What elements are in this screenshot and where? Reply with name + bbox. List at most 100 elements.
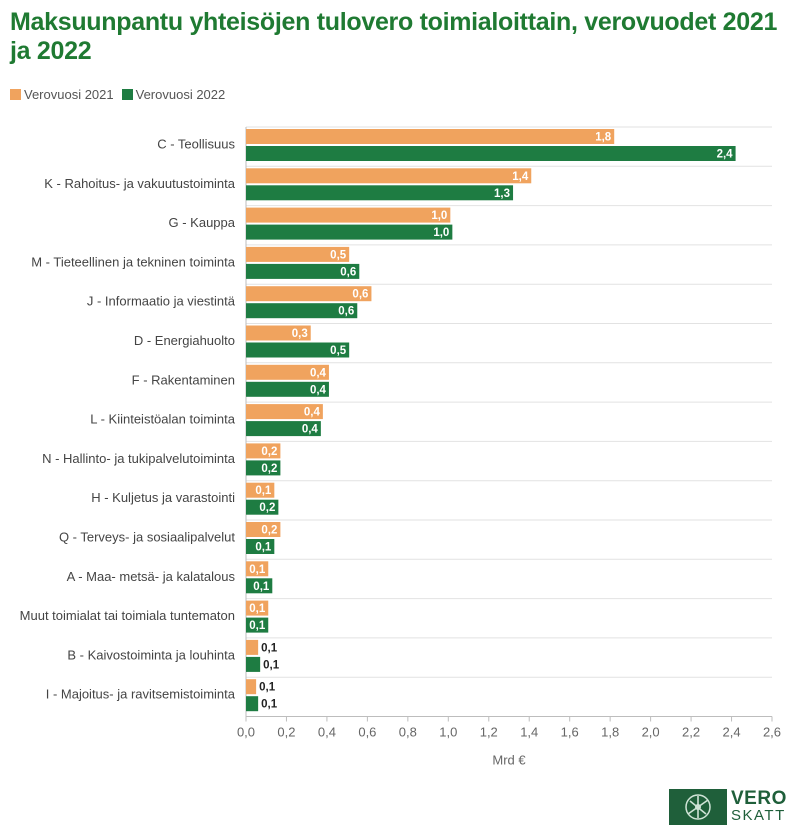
bar-2022 [246, 381, 329, 397]
bar-2021 [246, 443, 281, 459]
category-label: M - Tieteellinen ja tekninen toiminta [31, 254, 236, 269]
data-label-2021: 0,1 [249, 603, 266, 615]
x-tick-label: 1,2 [480, 725, 498, 740]
chart-title: Maksuunpantu yhteisöjen tulovero toimial… [10, 8, 778, 65]
legend-swatch-2021 [10, 89, 21, 100]
data-label-2021: 0,2 [261, 446, 277, 458]
bar-2022 [246, 460, 281, 476]
x-tick-label: 1,8 [601, 725, 619, 740]
bar-2022 [246, 342, 350, 358]
legend-item-2022[interactable]: Verovuosi 2022 [121, 87, 225, 102]
x-tick-label: 0,8 [399, 725, 417, 740]
data-label-2021: 0,6 [352, 289, 368, 301]
data-label-2022: 0,1 [261, 699, 278, 711]
data-label-2022: 0,2 [261, 463, 277, 475]
data-label-2022: 0,1 [253, 581, 270, 593]
data-label-2022: 0,1 [249, 620, 266, 632]
data-label-2021: 0,1 [249, 564, 266, 576]
x-tick-label: 1,6 [561, 725, 579, 740]
category-label: A - Maa- metsä- ja kalatalous [67, 569, 236, 584]
x-tick-label: 2,0 [642, 725, 660, 740]
category-label: F - Rakentaminen [132, 372, 235, 387]
x-axis-label: Mrd € [492, 753, 526, 768]
bar-2022 [246, 185, 514, 201]
bar-2021 [246, 600, 269, 616]
bar-2022 [246, 656, 261, 672]
bar-2021 [246, 639, 259, 655]
bar-2021 [246, 679, 257, 695]
bar-2021 [246, 129, 615, 144]
x-tick-label: 0,0 [237, 725, 255, 740]
data-label-2022: 0,4 [302, 424, 319, 436]
bar-2021 [246, 561, 269, 577]
x-tick-label: 0,6 [358, 725, 376, 740]
bar-2022 [246, 696, 259, 712]
data-label-2022: 0,5 [330, 345, 347, 357]
data-label-2021: 0,4 [310, 367, 327, 379]
bar-2021 [246, 522, 281, 537]
category-label: N - Hallinto- ja tukipalvelutoiminta [42, 451, 236, 466]
bar-2021 [246, 207, 451, 223]
data-label-2022: 0,1 [263, 659, 280, 671]
data-label-2021: 0,1 [261, 642, 278, 654]
data-label-2021: 0,5 [330, 249, 347, 261]
bar-2022 [246, 617, 269, 633]
bar-2022 [246, 421, 321, 437]
legend-label-2021: Verovuosi 2021 [24, 87, 114, 102]
bar-2022 [246, 499, 279, 515]
data-label-2021: 0,1 [259, 682, 276, 694]
legend-item-2021[interactable]: Verovuosi 2021 [10, 87, 114, 102]
category-label: L - Kiinteistöalan toiminta [90, 412, 236, 427]
bar-2022 [246, 578, 273, 594]
category-label: G - Kauppa [169, 215, 236, 230]
logo-text-vero: VERO [731, 788, 787, 809]
data-label-2022: 1,0 [433, 227, 449, 239]
category-label: K - Rahoitus- ja vakuutustoiminta [44, 176, 236, 191]
logo-text-skatt: SKATT [731, 807, 786, 824]
category-label: I - Majoitus- ja ravitsemistoiminta [46, 687, 236, 702]
category-label: J - Informaatio ja viestintä [87, 294, 236, 309]
data-label-2021: 0,4 [304, 407, 321, 419]
category-label: Q - Terveys- ja sosiaalipalvelut [59, 530, 235, 545]
bar-2022 [246, 224, 453, 240]
data-label-2022: 1,3 [494, 188, 510, 200]
data-label-2021: 1,8 [595, 132, 612, 144]
x-tick-label: 2,6 [763, 725, 781, 740]
legend: Verovuosi 2021 Verovuosi 2022 [10, 87, 233, 102]
data-label-2021: 1,4 [512, 171, 529, 183]
category-label: Muut toimialat tai toimiala tuntematon [20, 608, 235, 623]
logo-emblem-icon [669, 789, 727, 825]
bar-2021 [246, 404, 323, 420]
bar-2022 [246, 146, 736, 161]
bar-2021 [246, 482, 275, 498]
category-label: D - Energiahuolto [134, 333, 235, 348]
bar-2022 [246, 539, 275, 554]
vero-skatt-logo: VERO SKATT [669, 789, 787, 825]
x-tick-label: 0,4 [318, 725, 336, 740]
category-label: C - Teollisuus [157, 137, 235, 152]
x-tick-label: 0,2 [277, 725, 295, 740]
x-tick-label: 1,0 [439, 725, 457, 740]
bar-2022 [246, 303, 358, 319]
data-label-2021: 0,2 [261, 525, 277, 537]
category-label: H - Kuljetus ja varastointi [91, 490, 235, 505]
bar-2021 [246, 246, 350, 262]
data-label-2021: 0,3 [292, 328, 308, 340]
bar-2022 [246, 263, 360, 279]
x-tick-label: 1,4 [520, 725, 538, 740]
data-label-2022: 0,6 [340, 266, 356, 278]
bar-2021 [246, 286, 372, 302]
x-tick-label: 2,2 [682, 725, 700, 740]
bar-chart: 0,0 0,2 0,4 0,6 0,8 1,0 1,2 1,4 1,6 1,8 2,0 2,2 2,4 2… [20, 126, 781, 768]
data-label-2022: 0,1 [255, 542, 272, 554]
data-label-2022: 0,4 [310, 384, 327, 396]
data-label-2021: 1,0 [431, 210, 447, 222]
data-label-2022: 0,2 [259, 502, 275, 514]
data-label-2022: 2,4 [717, 149, 734, 161]
category-label: B - Kaivostoiminta ja louhinta [67, 647, 235, 662]
data-label-2021: 0,1 [255, 485, 272, 497]
bar-2021 [246, 364, 329, 380]
legend-swatch-2022 [121, 89, 133, 100]
bar-2021 [246, 325, 311, 341]
x-tick-label: 2,4 [722, 725, 740, 740]
